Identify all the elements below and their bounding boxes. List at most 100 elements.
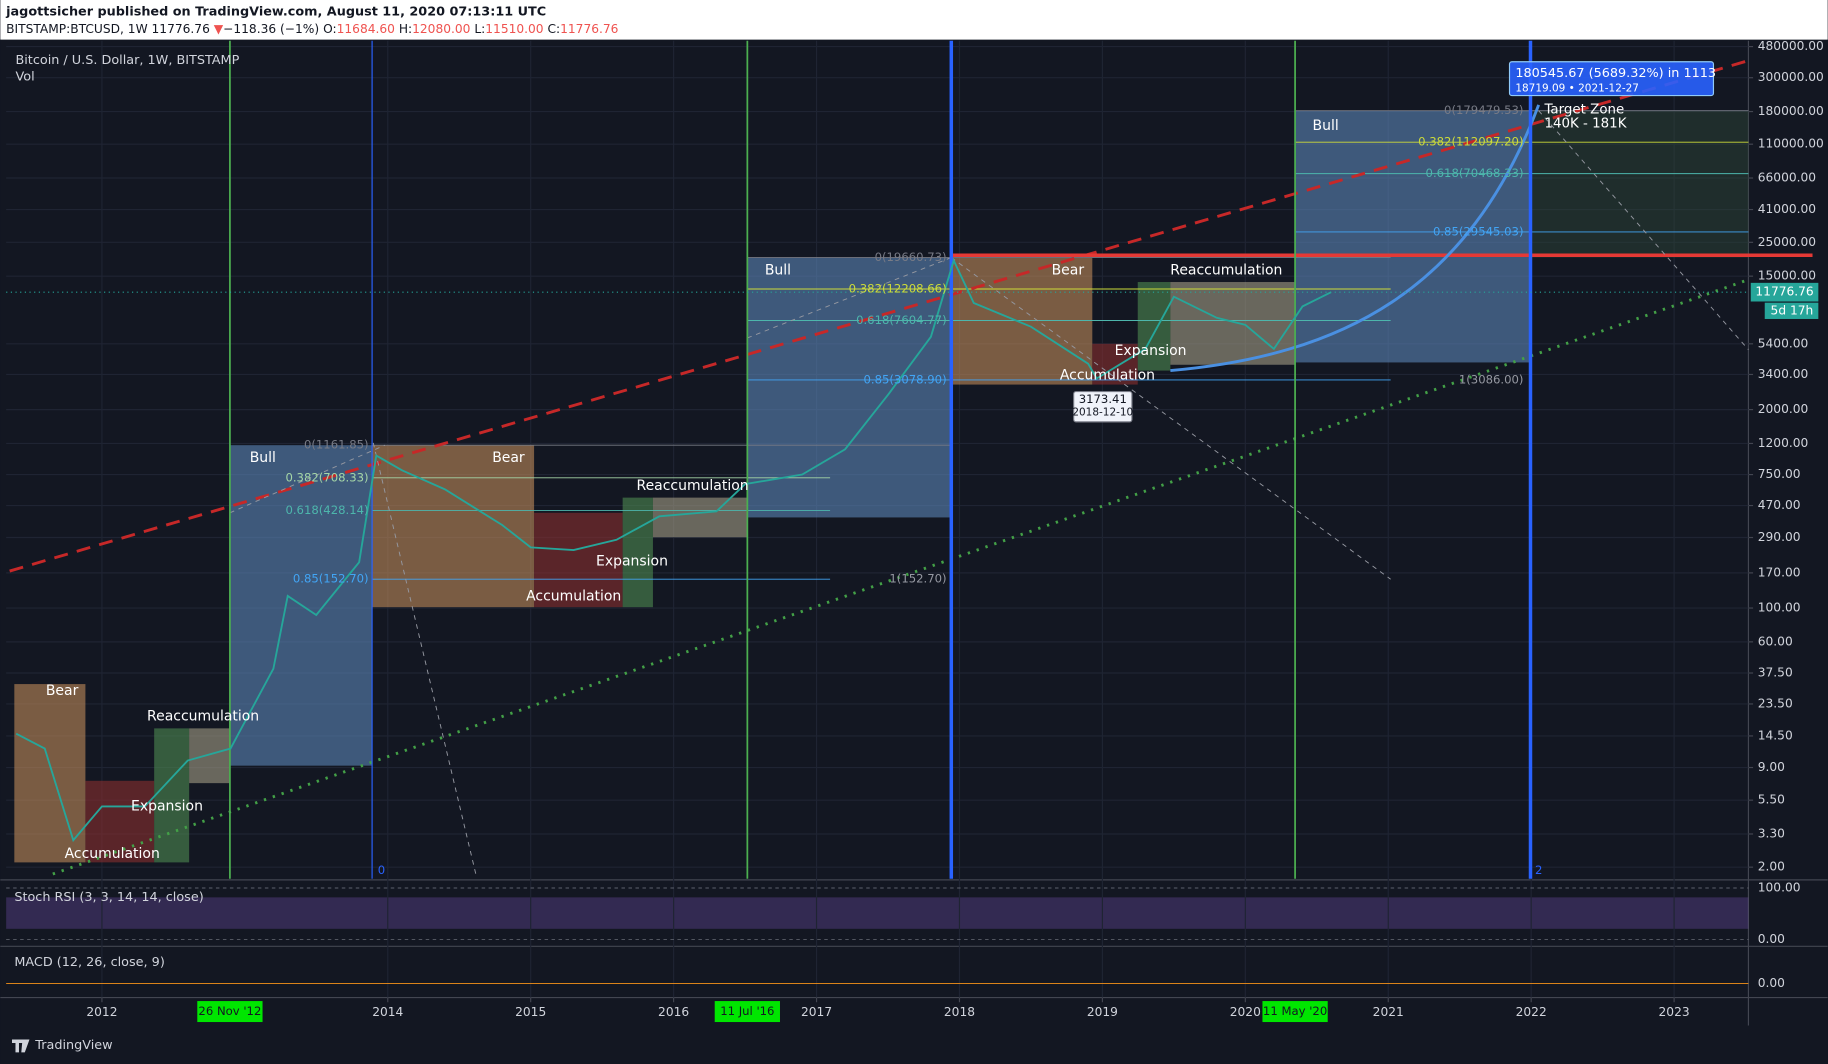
phase-box [372, 445, 535, 608]
ohlc-line: BITSTAMP:BTCUSD, 1W 11776.76 ▼−118.36 (−… [6, 22, 618, 36]
macd-tick-label: 0.00 [1758, 976, 1785, 990]
y-tick-label: 3400.00 [1758, 367, 1809, 381]
fib-label: 0(19660.73) [875, 250, 947, 264]
fib-label: 0.382(112097.20) [1418, 135, 1523, 149]
fib-label: 0(179479.53) [1444, 103, 1523, 117]
o: 11684.60 [337, 22, 395, 36]
phase-box [1137, 282, 1171, 371]
y-tick-label: 100.00 [1758, 601, 1801, 615]
h-label: H: [399, 22, 412, 36]
date-marker-bg [197, 1001, 263, 1023]
x-tick-label: 2022 [1516, 1005, 1547, 1019]
phase-label: Accumulation [526, 589, 621, 605]
price-line [15, 257, 1332, 843]
y-tick-label: 37.50 [1758, 666, 1793, 680]
phase-label: Accumulation [1060, 367, 1155, 383]
x-tick-label: 2015 [515, 1005, 546, 1019]
pivot-mark: 2 [1535, 863, 1542, 877]
y-tick-label: 750.00 [1758, 467, 1801, 481]
o-label: O: [323, 22, 337, 36]
y-tick-label: 41000.00 [1758, 202, 1816, 216]
low-marker-price: 3173.41 [1079, 392, 1127, 406]
phase-box [534, 512, 623, 608]
arrow: ▼ [214, 22, 224, 36]
phase-label: Expansion [596, 554, 668, 570]
fib-label: 0.85(152.70) [293, 572, 369, 586]
legend-vol: Vol [15, 69, 34, 84]
x-tick-label: 2016 [658, 1005, 689, 1019]
fib-label: 0.85(3078.90) [863, 372, 946, 386]
dashed-guide [1538, 110, 1749, 350]
fib-label: 1(3086.00) [1459, 372, 1524, 386]
last-price-label: 11776.76 [1755, 285, 1813, 299]
y-tick-label: 5.50 [1758, 793, 1785, 807]
date-marker: 11 May '20 [1263, 1004, 1327, 1018]
fib-label: 0.618(70468.33) [1426, 166, 1524, 180]
phase-label: Bull [1313, 118, 1339, 134]
phase-label: Reaccumulation [147, 709, 259, 725]
phase-box [622, 497, 653, 608]
legend-title: Bitcoin / U.S. Dollar, 1W, BITSTAMP [15, 53, 239, 68]
countdown: 5d 17h [1771, 303, 1814, 317]
x-tick-label: 2020 [1230, 1005, 1261, 1019]
date-marker: 11 Jul '16 [720, 1004, 774, 1018]
phase-label: Bear [46, 683, 79, 699]
phase-label: Expansion [1115, 343, 1187, 359]
phase-label: Bear [1052, 262, 1085, 278]
y-tick-label: 2000.00 [1758, 402, 1809, 416]
y-tick-label: 60.00 [1758, 634, 1793, 648]
x-tick-label: 2023 [1659, 1005, 1690, 1019]
projection-curve [1170, 104, 1541, 373]
publisher-text: jagottsicher published on TradingView.co… [5, 4, 546, 19]
date-marker-bg [1262, 1001, 1328, 1023]
change: −118.36 (−1%) [223, 22, 319, 36]
footer-logo [11, 1039, 30, 1053]
target-zone-label: Target Zone [1543, 103, 1624, 118]
symbol: BITSTAMP:BTCUSD, 1W [6, 22, 147, 36]
footer-brand[interactable]: TradingView [34, 1038, 112, 1053]
y-tick-label: 1200.00 [1758, 436, 1809, 450]
phase-label: Expansion [131, 798, 203, 814]
dashed-guide [951, 257, 1391, 580]
y-tick-label: 5400.00 [1758, 336, 1809, 350]
fib-label: 0(1161.85) [304, 438, 369, 452]
last: 11776.76 [152, 22, 210, 36]
y-tick-label: 170.00 [1758, 565, 1801, 579]
stoch-tick-label: 0.00 [1758, 932, 1785, 946]
header-bg [0, 0, 1828, 40]
phase-label: Accumulation [65, 846, 160, 862]
c: 11776.76 [560, 22, 618, 36]
y-tick-label: 470.00 [1758, 498, 1801, 512]
phase-box [14, 684, 86, 863]
plot: 480000.00 300000.00 180000.00 110000.00 6600… [0, 39, 1828, 1026]
dashed-guide [229, 444, 386, 514]
fib-label: 0.618(7604.77) [856, 313, 947, 327]
publisher: jagottsicher published on TradingView.co… [5, 4, 546, 19]
projection-sub: 18719.09 • 2021-12-27 [1515, 83, 1639, 95]
phase-label: Reaccumulation [1170, 262, 1282, 278]
phase-box [154, 728, 190, 863]
green-trendline [52, 278, 1749, 876]
fib-label: 1(152.70) [889, 572, 946, 586]
phase-box [1092, 343, 1138, 385]
low-marker-box [1073, 390, 1133, 423]
pivot-mark: 0 [378, 863, 385, 877]
phase-box [1170, 282, 1296, 365]
stoch-band [6, 897, 1749, 929]
y-tick-label: 300000.00 [1758, 70, 1824, 84]
y-tick-label: 2.00 [1758, 860, 1785, 874]
y-tick-label: 66000.00 [1758, 171, 1816, 185]
phase-box [951, 257, 1093, 385]
phase-box [747, 257, 952, 518]
l: 11510.00 [485, 22, 543, 36]
y-tick-label: 3.30 [1758, 826, 1785, 840]
target-zone-range: 140K - 181K [1544, 117, 1627, 132]
y-tick-label: 480000.00 [1758, 39, 1824, 53]
x-tick-label: 2019 [1087, 1005, 1118, 1019]
fib-label: 0.382(708.33) [285, 470, 368, 484]
phase-label: Bear [492, 450, 525, 466]
stoch-tick-label: 100.00 [1758, 881, 1801, 895]
y-tick-label: 290.00 [1758, 530, 1801, 544]
